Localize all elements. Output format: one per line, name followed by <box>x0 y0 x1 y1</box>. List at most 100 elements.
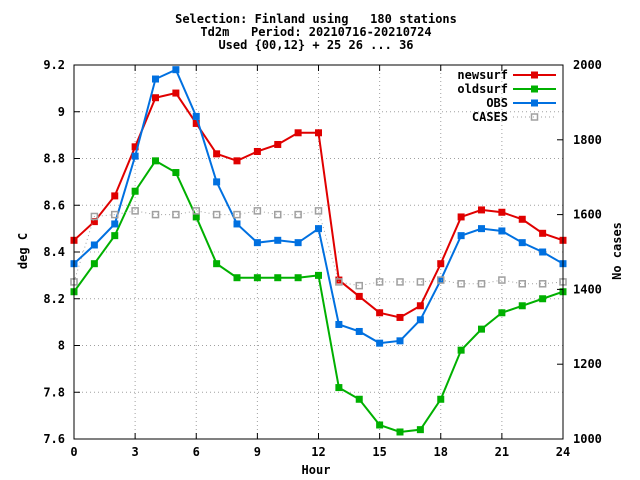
y-tick-label: 8.4 <box>43 245 65 259</box>
x-tick-label: 18 <box>434 445 448 459</box>
y-tick-label: 8.8 <box>43 152 65 166</box>
data-point-newsurf <box>275 141 281 147</box>
data-point-newsurf <box>458 214 464 220</box>
data-point-obs <box>112 221 118 227</box>
legend-entry-newsurf: newsurf <box>457 68 556 82</box>
data-point-oldsurf <box>417 427 423 433</box>
data-point-newsurf <box>173 90 179 96</box>
data-point-newsurf <box>336 277 342 283</box>
data-point-oldsurf <box>173 170 179 176</box>
data-point-obs <box>275 237 281 243</box>
data-point-obs <box>336 321 342 327</box>
data-point-obs <box>417 317 423 323</box>
data-point-obs <box>254 240 260 246</box>
legend-label-oldsurf: oldsurf <box>457 82 508 96</box>
x-tick-label: 9 <box>254 445 261 459</box>
x-tick-label: 24 <box>556 445 570 459</box>
data-point-oldsurf <box>275 275 281 281</box>
data-point-cases <box>417 279 423 285</box>
data-point-obs <box>540 249 546 255</box>
y2-tick-label: 1000 <box>573 432 602 446</box>
tick-labels: 0 3 6 9 12 15 18 21 24 7.6 7.8 8 8.2 8.4 8.6 8.8 9 9.2 100… <box>43 58 602 459</box>
data-point-oldsurf <box>193 214 199 220</box>
data-point-oldsurf <box>377 422 383 428</box>
data-point-obs <box>519 240 525 246</box>
data-point-oldsurf <box>316 272 322 278</box>
data-point-obs <box>214 179 220 185</box>
data-point-newsurf <box>397 314 403 320</box>
data-point-obs <box>132 153 138 159</box>
title-line-1: Selection: Finland using 180 stations <box>175 12 457 26</box>
legend-label-newsurf: newsurf <box>457 68 508 82</box>
data-point-newsurf <box>356 293 362 299</box>
title-line-2: Td2m Period: 20210716-20210724 <box>200 25 431 39</box>
legend-marker-obs <box>532 100 538 106</box>
data-point-newsurf <box>377 310 383 316</box>
y-tick-label: 7.8 <box>43 385 65 399</box>
legend-entry-oldsurf: oldsurf <box>457 82 556 96</box>
data-point-obs <box>316 226 322 232</box>
data-point-cases <box>132 208 138 214</box>
data-point-oldsurf <box>479 326 485 332</box>
data-point-newsurf <box>153 95 159 101</box>
data-point-oldsurf <box>438 396 444 402</box>
data-point-obs <box>356 328 362 334</box>
legend-label-obs: OBS <box>486 96 508 110</box>
legend-marker-cases <box>532 114 538 120</box>
data-point-newsurf <box>479 207 485 213</box>
data-point-newsurf <box>540 230 546 236</box>
data-point-cases <box>356 283 362 289</box>
y-tick-label: 9.2 <box>43 58 65 72</box>
x-tick-label: 12 <box>311 445 325 459</box>
x-tick-label: 3 <box>132 445 139 459</box>
data-point-newsurf <box>519 216 525 222</box>
legend-marker-newsurf <box>532 72 538 78</box>
data-point-obs <box>458 233 464 239</box>
data-point-obs <box>295 240 301 246</box>
data-point-newsurf <box>499 209 505 215</box>
title-line-3: Used {00,12} + 25 26 ... 36 <box>218 38 413 52</box>
data-point-oldsurf <box>153 158 159 164</box>
data-point-obs <box>377 340 383 346</box>
y2-tick-label: 2000 <box>573 58 602 72</box>
data-point-obs <box>479 226 485 232</box>
data-point-oldsurf <box>254 275 260 281</box>
data-point-newsurf <box>417 303 423 309</box>
data-point-oldsurf <box>356 396 362 402</box>
x-axis-label: Hour <box>302 463 331 477</box>
data-point-newsurf <box>112 193 118 199</box>
data-point-oldsurf <box>214 261 220 267</box>
data-point-oldsurf <box>336 385 342 391</box>
data-point-obs <box>193 113 199 119</box>
legend-entry-obs: OBS <box>486 96 556 110</box>
data-point-newsurf <box>234 158 240 164</box>
data-point-cases <box>316 208 322 214</box>
data-point-oldsurf <box>540 296 546 302</box>
data-point-newsurf <box>254 148 260 154</box>
legend-entry-cases: CASES <box>472 110 556 124</box>
y-tick-label: 8.2 <box>43 292 65 306</box>
data-point-newsurf <box>214 151 220 157</box>
y-tick-label: 9 <box>58 105 65 119</box>
data-point-obs <box>397 338 403 344</box>
y2-tick-label: 1200 <box>573 357 602 371</box>
data-point-newsurf <box>316 130 322 136</box>
legend-marker-oldsurf <box>532 86 538 92</box>
data-point-obs <box>234 221 240 227</box>
y-axis-label: deg C <box>16 233 30 269</box>
data-point-obs <box>499 228 505 234</box>
legend-label-cases: CASES <box>472 110 508 124</box>
y2-tick-label: 1400 <box>573 282 602 296</box>
data-point-obs <box>438 277 444 283</box>
y2-tick-label: 1800 <box>573 133 602 147</box>
x-tick-label: 15 <box>372 445 386 459</box>
x-tick-label: 0 <box>70 445 77 459</box>
data-point-oldsurf <box>519 303 525 309</box>
y-tick-label: 7.6 <box>43 432 65 446</box>
data-point-oldsurf <box>91 261 97 267</box>
data-point-oldsurf <box>234 275 240 281</box>
data-point-obs <box>91 242 97 248</box>
data-point-cases <box>254 208 260 214</box>
x-tick-label: 6 <box>193 445 200 459</box>
